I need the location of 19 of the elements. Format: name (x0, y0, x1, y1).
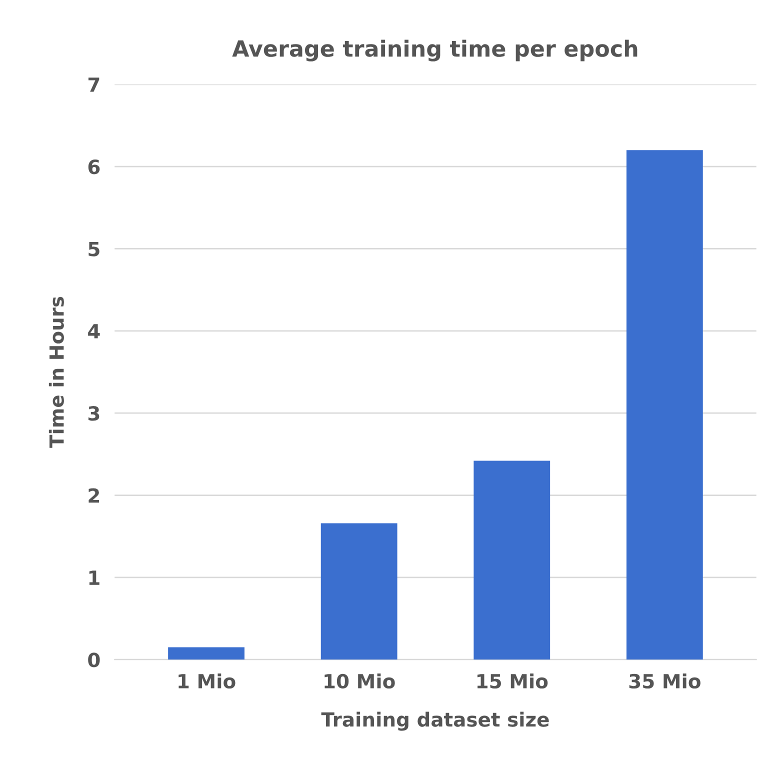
y-axis-title: Time in Hours (48, 296, 64, 448)
chart-title: Average training time per epoch (232, 40, 638, 62)
x-tick-label: 35 Mio (629, 674, 700, 689)
y-tick-label: 7 (88, 78, 100, 92)
y-tick-label: 1 (89, 570, 100, 585)
bar (320, 523, 398, 660)
bar (474, 460, 550, 660)
x-tick-label: 15 Mio (477, 674, 548, 689)
y-tick-label: 4 (88, 324, 100, 338)
bar (626, 150, 703, 660)
y-tick-label: 0 (88, 652, 100, 668)
y-tick-label: 5 (88, 242, 100, 256)
x-tick-label: 10 Mio (324, 674, 395, 689)
bar (168, 647, 244, 660)
y-tick-label: 2 (88, 488, 100, 503)
x-tick-label: 1 Mio (178, 674, 236, 689)
y-tick-label: 3 (88, 406, 100, 421)
y-tick-label: 6 (88, 160, 100, 174)
x-axis-title: Training dataset size (321, 712, 549, 731)
